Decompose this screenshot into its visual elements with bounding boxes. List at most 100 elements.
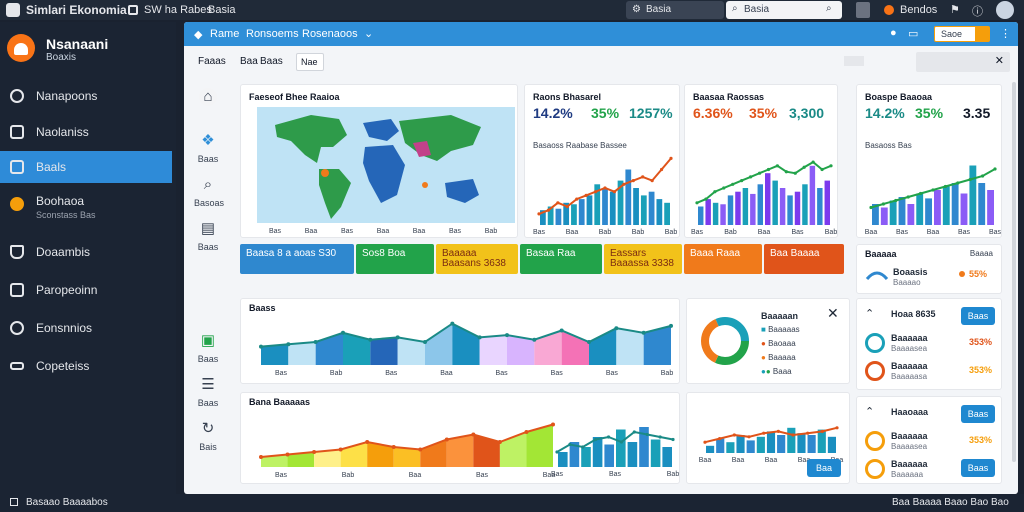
rail-btn-refresh[interactable]: ↻ Bais (194, 420, 222, 464)
donut-slice-teal[interactable] (701, 317, 749, 365)
chart-bar[interactable] (616, 429, 626, 468)
chart-bar[interactable] (581, 447, 591, 467)
chart-point[interactable] (931, 188, 935, 192)
chart-point[interactable] (313, 340, 318, 344)
minimize-icon[interactable]: ▭ (908, 28, 919, 40)
scrollbar[interactable] (1012, 82, 1016, 462)
chart-line[interactable] (696, 160, 832, 204)
chart-bar[interactable] (586, 195, 593, 225)
chart-bar[interactable] (746, 440, 755, 453)
chart-point[interactable] (593, 190, 598, 194)
close-icon[interactable]: ✕ (827, 305, 839, 321)
chart-bar[interactable] (650, 439, 661, 468)
tile-6[interactable]: Baaa Raaa (684, 244, 762, 274)
chart-point[interactable] (341, 330, 345, 335)
chart-bar[interactable] (547, 206, 554, 226)
menu-icon[interactable] (128, 5, 138, 15)
chart-bar[interactable] (648, 191, 655, 225)
chart-point[interactable] (943, 184, 947, 189)
chart-bar[interactable] (898, 197, 906, 225)
map-marker[interactable] (321, 169, 329, 177)
chart-point[interactable] (784, 170, 788, 174)
list-card-2-button-2[interactable]: Baas (961, 459, 995, 477)
orange-field[interactable]: Saoe (934, 26, 990, 42)
chart-line[interactable] (260, 322, 672, 348)
chart-bar[interactable] (807, 435, 816, 453)
donut-slice-orange[interactable] (701, 317, 749, 365)
record-icon[interactable]: ● (890, 27, 897, 39)
chart-point[interactable] (532, 337, 537, 342)
chevron-down-icon[interactable]: ⌄ (364, 28, 374, 40)
chart-point[interactable] (568, 442, 572, 447)
chart-point[interactable] (968, 177, 972, 182)
chart-bar[interactable] (960, 193, 968, 226)
chart-bar[interactable] (809, 165, 816, 225)
chart-point[interactable] (776, 429, 780, 433)
area-segment[interactable] (643, 325, 671, 365)
chart-bar[interactable] (727, 195, 734, 225)
chart-point[interactable] (312, 450, 317, 454)
right-input[interactable]: ✕ (916, 52, 1010, 72)
close-icon[interactable]: ✕ (994, 55, 1004, 67)
chart-point[interactable] (423, 340, 427, 344)
chart-bar[interactable] (627, 442, 638, 467)
area-segment[interactable] (314, 449, 341, 468)
area-segment[interactable] (507, 335, 535, 365)
chart-bar[interactable] (558, 452, 568, 467)
chart-bar[interactable] (602, 188, 608, 225)
chart-point[interactable] (669, 323, 673, 328)
chart-point[interactable] (497, 440, 502, 444)
chart-bar[interactable] (656, 199, 663, 225)
chart-point[interactable] (418, 447, 423, 452)
toolbar-item-2[interactable]: Baa (240, 56, 258, 67)
toolbar-item-3[interactable]: Baas (260, 56, 283, 67)
chart-bar[interactable] (578, 199, 585, 225)
chart-point[interactable] (775, 164, 779, 168)
chart-bar[interactable] (664, 202, 670, 225)
chart-bar[interactable] (569, 442, 580, 467)
chart-bar[interactable] (872, 204, 879, 225)
area-segment[interactable] (473, 434, 500, 468)
chart-bar[interactable] (916, 193, 924, 226)
rail-btn-chat[interactable]: ❖ Baas (194, 132, 222, 176)
chart-point[interactable] (718, 437, 722, 441)
chart-bar[interactable] (757, 184, 763, 225)
chart-point[interactable] (757, 171, 762, 175)
list-card-1-button[interactable]: Baas (961, 307, 995, 325)
chart-bar[interactable] (742, 188, 749, 225)
menu-item-1[interactable]: SW ha Rabes (144, 4, 212, 16)
user-avatar[interactable] (996, 1, 1014, 19)
kpi-a-chart[interactable]: Bas Baa Bab Bab Bab (525, 85, 681, 239)
sidebar-item-7[interactable]: Eonsnnios (0, 312, 172, 344)
map-marker[interactable] (422, 182, 428, 188)
chart-point[interactable] (740, 179, 744, 183)
chart-point[interactable] (806, 431, 810, 435)
chart-point[interactable] (671, 437, 675, 442)
area-segment[interactable] (425, 323, 453, 365)
chart-point[interactable] (791, 433, 795, 437)
chart-point[interactable] (584, 193, 588, 197)
chart-point[interactable] (619, 440, 624, 444)
chart-point[interactable] (505, 333, 509, 338)
chart-point[interactable] (669, 156, 673, 160)
chart-point[interactable] (632, 430, 636, 434)
chart-point[interactable] (762, 431, 766, 435)
tile-4[interactable]: Basaa Raa (520, 244, 602, 274)
chart-point[interactable] (391, 445, 396, 449)
area-segment[interactable] (367, 442, 394, 467)
chart-point[interactable] (612, 190, 617, 194)
chart-point[interactable] (829, 164, 833, 168)
area-segment[interactable] (397, 337, 425, 365)
chart-point[interactable] (869, 205, 873, 210)
area-segment[interactable] (370, 337, 398, 365)
chart-bar[interactable] (827, 436, 836, 453)
area-segment[interactable] (452, 323, 480, 365)
chart-point[interactable] (575, 197, 579, 201)
chart-point[interactable] (766, 167, 771, 172)
area-segment[interactable] (287, 452, 315, 467)
chart-point[interactable] (450, 321, 455, 326)
chart-point[interactable] (981, 174, 985, 178)
chart-bar[interactable] (726, 442, 735, 453)
area-segment[interactable] (420, 439, 447, 468)
chart-bar[interactable] (625, 169, 632, 226)
